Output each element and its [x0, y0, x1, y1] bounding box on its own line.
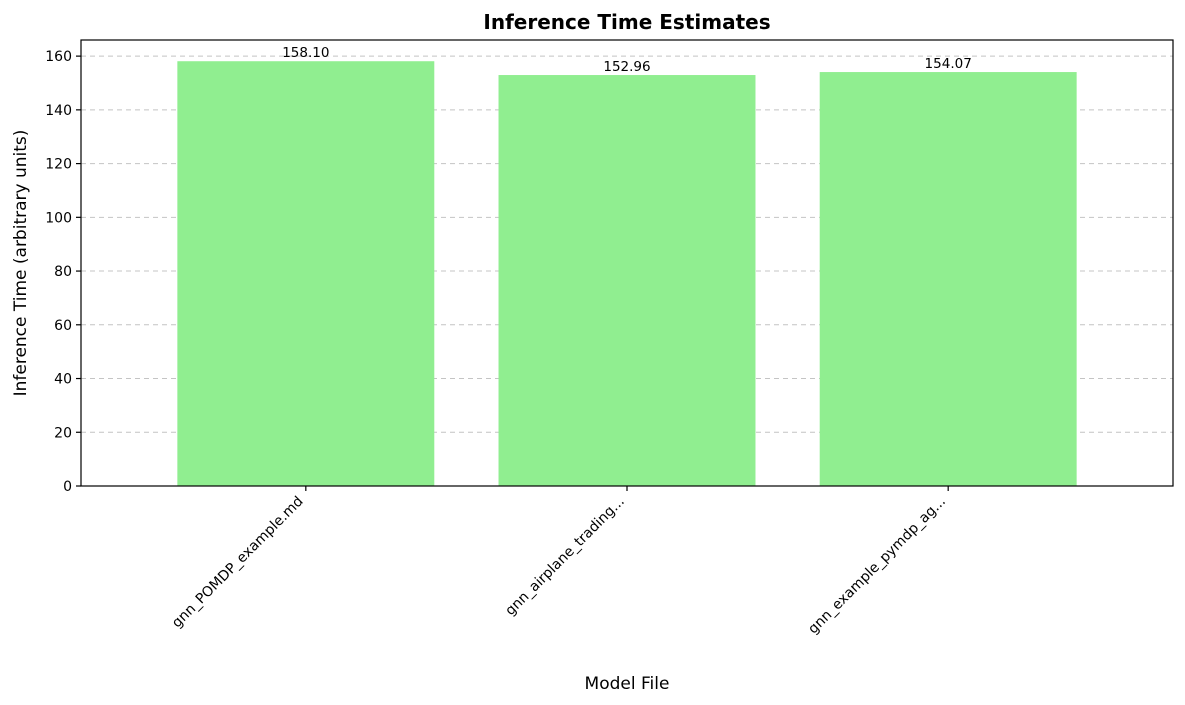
data-label-3: 154.07 — [925, 56, 972, 72]
bar-3 — [819, 72, 1077, 487]
chart-title: Inference Time Estimates — [483, 10, 770, 34]
bar-2 — [498, 75, 756, 486]
y-axis-ticks: 0 20 40 60 80 100 120 140 160 — [45, 49, 81, 495]
data-labels: 158.10 152.96 154.07 — [282, 45, 972, 75]
y-tick-label-0: 0 — [63, 479, 72, 495]
y-tick-label-80: 80 — [54, 264, 72, 280]
y-tick-label-60: 60 — [54, 318, 72, 334]
x-axis-ticks: gnn_POMDP_example.md gnn_airplane_trading… — [169, 486, 949, 637]
bars — [177, 61, 1077, 487]
data-label-1: 158.10 — [282, 45, 329, 61]
x-tick-label-1: gnn_POMDP_example.md — [169, 494, 307, 632]
y-tick-label-20: 20 — [54, 425, 72, 441]
data-label-2: 152.96 — [603, 59, 650, 75]
y-tick-label-140: 140 — [45, 103, 72, 119]
y-tick-label-40: 40 — [54, 372, 72, 388]
y-tick-label-120: 120 — [45, 157, 72, 173]
bar-1 — [177, 61, 435, 486]
x-tick-label-3: gnn_example_pymdp_ag... — [805, 494, 949, 638]
y-tick-label-160: 160 — [45, 49, 72, 65]
x-axis-label: Model File — [585, 674, 670, 694]
x-tick-label-2: gnn_airplane_trading... — [502, 494, 627, 619]
y-tick-label-100: 100 — [45, 210, 72, 226]
y-axis-label: Inference Time (arbitrary units) — [11, 130, 31, 397]
